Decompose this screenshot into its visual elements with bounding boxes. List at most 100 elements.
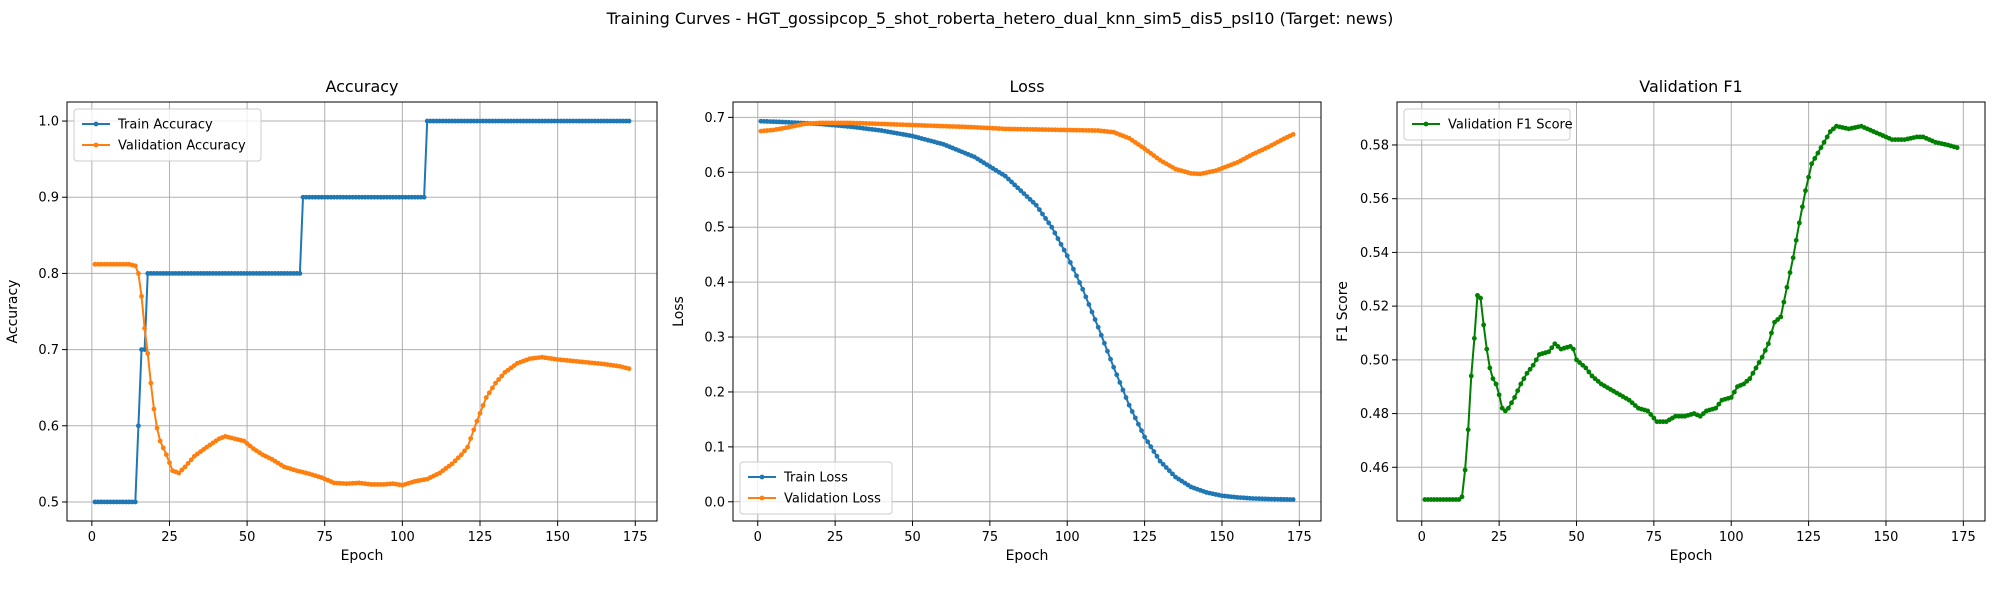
- data-point: [1170, 471, 1175, 477]
- x-tick-label: 0: [1418, 530, 1426, 545]
- legend-label: Validation Loss: [784, 492, 881, 507]
- y-axis-title: Loss: [671, 296, 687, 327]
- legend-label: Train Accuracy: [117, 118, 213, 133]
- x-tick-label: 50: [239, 530, 256, 545]
- data-point: [1592, 376, 1598, 382]
- x-tick-label: 50: [904, 530, 921, 545]
- data-point: [1086, 302, 1092, 307]
- data-point: [449, 461, 455, 467]
- data-point: [1089, 309, 1095, 315]
- data-point: [142, 347, 148, 352]
- data-point: [182, 464, 188, 470]
- y-tick-label: 0.54: [1360, 246, 1389, 261]
- y-tick-label: 0.0: [704, 495, 725, 510]
- data-point: [1012, 182, 1018, 188]
- data-point: [1499, 405, 1505, 411]
- y-tick-label: 1.0: [38, 115, 59, 130]
- data-point: [1629, 400, 1635, 406]
- data-point: [1018, 188, 1024, 194]
- data-point: [1571, 346, 1576, 352]
- data-point: [1154, 453, 1160, 459]
- data-point: [1793, 237, 1799, 243]
- data-point: [1024, 194, 1030, 199]
- data-point: [1756, 360, 1762, 365]
- legend-marker: [93, 142, 99, 148]
- data-point: [626, 366, 632, 372]
- series-train-loss: [758, 118, 1296, 502]
- data-point: [1772, 319, 1777, 325]
- data-point: [1651, 415, 1657, 421]
- data-point: [1471, 335, 1477, 341]
- chart-title: Accuracy: [325, 77, 398, 96]
- data-point: [483, 395, 489, 400]
- data-point: [1101, 340, 1107, 346]
- x-axis-title: Epoch: [1006, 548, 1049, 564]
- data-point: [1645, 408, 1651, 414]
- data-point: [1006, 176, 1011, 182]
- data-point: [1080, 286, 1086, 292]
- data-point: [1577, 360, 1582, 365]
- data-point: [1796, 220, 1802, 226]
- x-tick-label: 100: [1055, 530, 1080, 545]
- data-point: [1487, 365, 1493, 371]
- legend: Train Loss Validation Loss: [739, 461, 893, 515]
- data-point: [458, 452, 464, 458]
- legend-marker: [1423, 121, 1429, 127]
- data-point: [1129, 409, 1135, 414]
- data-point: [490, 385, 495, 391]
- data-point: [1036, 207, 1042, 213]
- data-point: [1120, 387, 1126, 393]
- y-tick-label: 0.46: [1360, 461, 1389, 476]
- data-point: [1574, 357, 1579, 363]
- data-point: [1493, 381, 1499, 387]
- data-point: [145, 351, 151, 356]
- data-point: [1496, 392, 1502, 398]
- data-point: [465, 444, 470, 450]
- series-line: [760, 120, 1294, 501]
- data-point: [1549, 345, 1555, 351]
- data-point: [179, 467, 185, 473]
- series-validation-loss: [758, 120, 1296, 177]
- y-tick-label: 0.48: [1360, 407, 1389, 422]
- y-tick-label: 0.50: [1360, 353, 1389, 368]
- data-point: [455, 455, 461, 461]
- data-point: [1567, 344, 1573, 349]
- data-point: [1142, 434, 1147, 440]
- legend-box: [739, 461, 893, 515]
- data-point: [1806, 174, 1811, 180]
- data-point: [1527, 366, 1533, 372]
- plot-frame: [732, 101, 1322, 522]
- data-point: [1459, 494, 1465, 500]
- data-point: [1512, 395, 1517, 400]
- data-point: [1475, 292, 1480, 298]
- data-point: [1132, 415, 1138, 421]
- y-axis-title: Accuracy: [5, 280, 21, 344]
- data-point: [1083, 294, 1089, 300]
- data-point: [1098, 332, 1104, 338]
- data-point: [1160, 461, 1166, 467]
- data-point: [626, 118, 632, 124]
- chart-title: Validation F1: [1639, 77, 1742, 96]
- data-point: [1530, 362, 1536, 368]
- data-point: [1518, 381, 1524, 387]
- figure-title: Training Curves - HGT_gossipcop_5_shot_r…: [606, 9, 1394, 28]
- plot-frame: [66, 101, 658, 522]
- data-point: [1533, 357, 1539, 363]
- legend-label: Train Loss: [783, 471, 848, 486]
- data-point: [167, 460, 172, 466]
- data-point: [1759, 354, 1765, 360]
- legend-box: [1403, 108, 1571, 141]
- data-point: [185, 460, 191, 466]
- x-tick-label: 125: [1132, 530, 1157, 545]
- data-point: [1552, 341, 1558, 347]
- series-train-accuracy: [92, 118, 632, 505]
- legend-marker: [93, 121, 99, 127]
- data-point: [1586, 369, 1592, 375]
- data-point: [1095, 324, 1101, 330]
- validation-f1-chart: Validation F1 0 25 50 75 100 125 150 175 0.46 0.48…: [1335, 77, 1986, 564]
- y-tick-label: 0.1: [704, 440, 725, 455]
- data-point: [1002, 173, 1008, 179]
- data-point: [1465, 427, 1471, 433]
- data-point: [1769, 330, 1774, 336]
- data-point: [1546, 349, 1552, 355]
